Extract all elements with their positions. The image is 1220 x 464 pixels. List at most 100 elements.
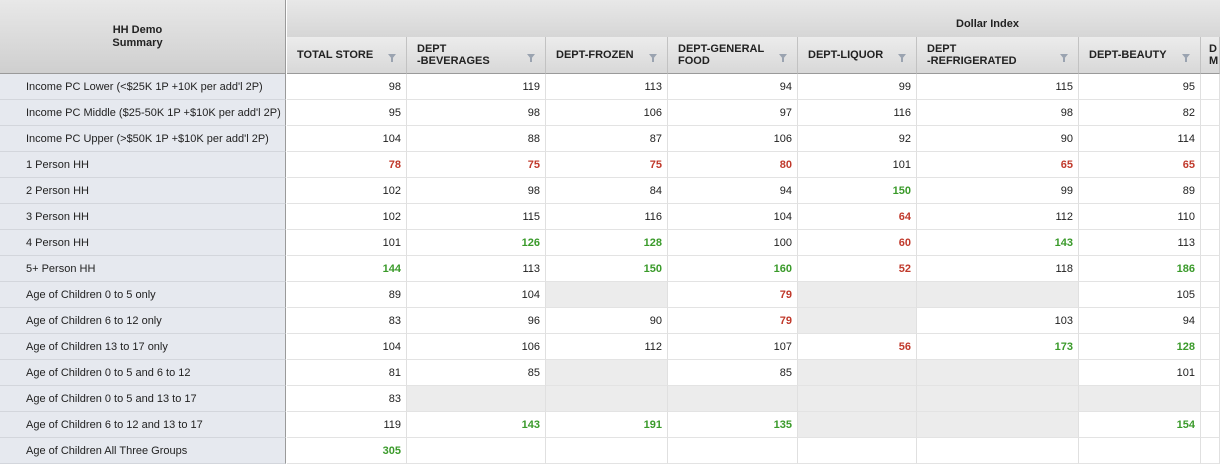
table-cell: 116 [798, 100, 917, 126]
table-cell [546, 360, 668, 386]
table-cell: 115 [407, 204, 546, 230]
column-header-label: DEPT -REFRIGERATED [927, 43, 1017, 67]
column-header-dept-beverages[interactable]: DEPT -BEVERAGES [407, 37, 546, 74]
table-cell: 98 [287, 74, 407, 100]
column-header-dept-general-food[interactable]: DEPT-GENERAL FOOD [668, 37, 798, 74]
table-cell: 85 [668, 360, 798, 386]
table-cell: 83 [287, 386, 407, 412]
row-label[interactable]: Age of Children 6 to 12 and 13 to 17 [0, 412, 286, 438]
table-cell: 98 [407, 178, 546, 204]
table-cell: 89 [287, 282, 407, 308]
table-row: Age of Children 6 to 12 only 83 96 90 79 103 9… [0, 308, 1220, 334]
table-cell: 173 [917, 334, 1079, 360]
table-cell: 119 [287, 412, 407, 438]
table-row: Income PC Lower (<$25K 1P +10K per add'l… [0, 74, 1220, 100]
row-label[interactable]: Age of Children 6 to 12 only [0, 308, 286, 334]
filter-icon[interactable] [779, 53, 787, 62]
table-cell: 126 [407, 230, 546, 256]
table-cell: 95 [287, 100, 407, 126]
table-cell [1201, 360, 1220, 386]
table-cell: 56 [798, 334, 917, 360]
table-cell: 89 [1079, 178, 1201, 204]
column-header-d-m[interactable]: D M [1201, 37, 1220, 74]
table-cell: 186 [1079, 256, 1201, 282]
row-label[interactable]: 5+ Person HH [0, 256, 286, 282]
filter-icon[interactable] [898, 53, 906, 62]
row-label[interactable]: Income PC Middle ($25-50K 1P +$10K per a… [0, 100, 286, 126]
table-cell: 65 [1079, 152, 1201, 178]
row-label[interactable]: Age of Children 0 to 5 only [0, 282, 286, 308]
table-row: Age of Children 0 to 5 only 89 104 79 105 [0, 282, 1220, 308]
row-label[interactable]: Income PC Lower (<$25K 1P +10K per add'l… [0, 74, 286, 100]
filter-icon[interactable] [649, 53, 657, 62]
filter-icon[interactable] [1060, 53, 1068, 62]
table-cell: 116 [546, 204, 668, 230]
table-cell: 143 [917, 230, 1079, 256]
row-label[interactable]: 2 Person HH [0, 178, 286, 204]
table-cell [917, 360, 1079, 386]
table-cell: 84 [546, 178, 668, 204]
column-header-dept-refrigerated[interactable]: DEPT -REFRIGERATED [917, 37, 1079, 74]
filter-icon[interactable] [1182, 53, 1190, 62]
table-cell: 113 [1079, 230, 1201, 256]
table-cell: 99 [798, 74, 917, 100]
table-cell [798, 386, 917, 412]
table-cell [798, 438, 917, 464]
table-cell [407, 386, 546, 412]
row-label[interactable]: Income PC Upper (>$50K 1P +$10K per add'… [0, 126, 286, 152]
row-label[interactable]: Age of Children 0 to 5 and 6 to 12 [0, 360, 286, 386]
column-header-label: DEPT-LIQUOR [808, 49, 884, 61]
table-cell: 115 [917, 74, 1079, 100]
table-row: 4 Person HH 101 126 128 100 60 143 113 [0, 230, 1220, 256]
table-cell: 99 [917, 178, 1079, 204]
table-cell [546, 282, 668, 308]
table-cell: 102 [287, 204, 407, 230]
table-row: Age of Children All Three Groups 305 [0, 438, 1220, 464]
table-row: 5+ Person HH 144 113 150 160 52 118 186 [0, 256, 1220, 282]
table-cell [1201, 100, 1220, 126]
table-cell: 81 [287, 360, 407, 386]
column-header-label: D M [1209, 43, 1219, 67]
table-cell: 104 [287, 126, 407, 152]
table-cell: 150 [546, 256, 668, 282]
row-label[interactable]: 4 Person HH [0, 230, 286, 256]
row-label[interactable]: 1 Person HH [0, 152, 286, 178]
table-cell [1079, 386, 1201, 412]
table-cell [798, 360, 917, 386]
table-cell [1079, 438, 1201, 464]
row-label[interactable]: 3 Person HH [0, 204, 286, 230]
table-cell: 75 [407, 152, 546, 178]
column-header-dept-beauty[interactable]: DEPT-BEAUTY [1079, 37, 1201, 74]
table-cell: 112 [546, 334, 668, 360]
table-cell: 104 [287, 334, 407, 360]
table-cell [668, 438, 798, 464]
table-cell [1201, 152, 1220, 178]
column-header-dept-liquor[interactable]: DEPT-LIQUOR [798, 37, 917, 74]
table-cell: 104 [668, 204, 798, 230]
table-cell: 101 [1079, 360, 1201, 386]
table-cell [917, 386, 1079, 412]
table-cell: 94 [1079, 308, 1201, 334]
table-cell [546, 438, 668, 464]
column-header-dept-frozen[interactable]: DEPT-FROZEN [546, 37, 668, 74]
row-label[interactable]: Age of Children All Three Groups [0, 438, 286, 464]
table-cell: 119 [407, 74, 546, 100]
table-cell: 90 [546, 308, 668, 334]
table-cell: 87 [546, 126, 668, 152]
table-cell: 75 [546, 152, 668, 178]
filter-icon[interactable] [388, 53, 396, 62]
table-cell [1201, 126, 1220, 152]
table-row: Income PC Middle ($25-50K 1P +$10K per a… [0, 100, 1220, 126]
filter-icon[interactable] [527, 53, 535, 62]
row-label[interactable]: Age of Children 13 to 17 only [0, 334, 286, 360]
table-cell: 95 [1079, 74, 1201, 100]
table-cell: 113 [546, 74, 668, 100]
column-header-total-store[interactable]: TOTAL STORE [287, 37, 407, 74]
table-cell: 128 [1079, 334, 1201, 360]
table-cell: 90 [917, 126, 1079, 152]
table-cell [1201, 178, 1220, 204]
row-label[interactable]: Age of Children 0 to 5 and 13 to 17 [0, 386, 286, 412]
table-cell [798, 282, 917, 308]
table-row: Age of Children 13 to 17 only 104 106 112 10… [0, 334, 1220, 360]
table-row: Age of Children 0 to 5 and 6 to 12 81 85 85… [0, 360, 1220, 386]
